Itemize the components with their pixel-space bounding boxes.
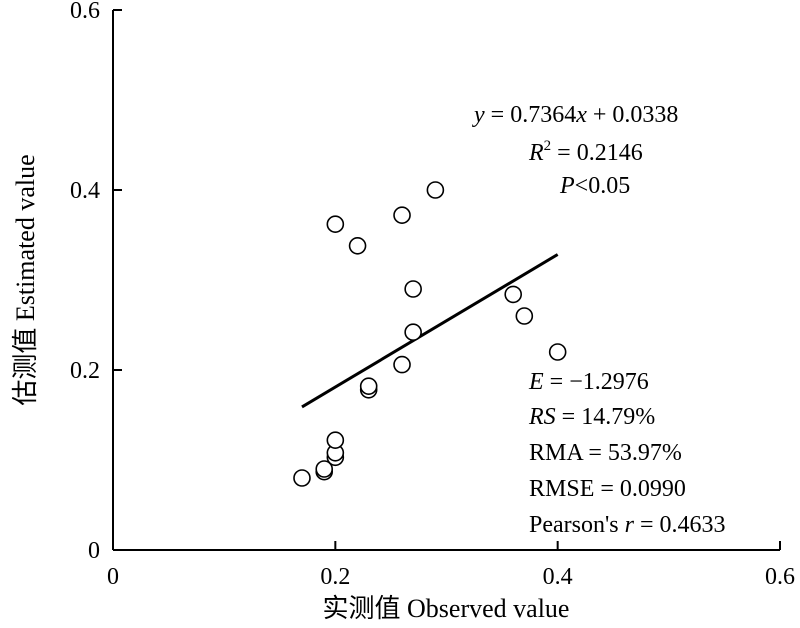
p-value-text: P<0.05 — [559, 173, 630, 199]
x-tick-label: 0.2 — [320, 564, 350, 590]
y-tick-label: 0 — [88, 538, 100, 564]
regression-annotation: y = 0.7364x + 0.0338 R2 = 0.2146 P<0.05 — [472, 102, 678, 199]
y-axis-label: 估测值 Estimated value — [11, 154, 40, 405]
data-point — [326, 431, 345, 450]
data-point — [515, 307, 534, 325]
data-point — [293, 469, 311, 487]
e-stat-text: E = −1.2976 — [528, 369, 649, 395]
data-point — [348, 237, 367, 255]
y-tick-label: 0.2 — [70, 358, 100, 384]
data-point — [426, 181, 445, 199]
x-tick-label: 0 — [107, 564, 119, 590]
x-tick-label: 0.4 — [543, 564, 573, 590]
x-axis-label: 实测值 Observed value — [323, 594, 570, 623]
data-points — [293, 181, 567, 487]
data-point — [326, 215, 345, 233]
data-point — [404, 280, 422, 298]
x-tick-label: 0.6 — [765, 564, 795, 590]
data-point — [393, 206, 411, 224]
data-point — [404, 323, 422, 342]
y-tick-label: 0.6 — [70, 0, 100, 24]
r-squared-text: R2 = 0.2146 — [528, 138, 643, 166]
rma-stat-text: RMA = 53.97% — [529, 440, 682, 466]
data-point — [393, 355, 411, 374]
axis-ticks: 0 0.2 0.4 0.6 0 0.2 0.4 0.6 — [70, 0, 795, 590]
data-point — [315, 460, 334, 478]
equation-text: y = 0.7364x + 0.0338 — [472, 102, 678, 128]
fit-line — [301, 253, 559, 409]
rmse-stat-text: RMSE = 0.0990 — [529, 476, 686, 502]
pearson-stat-text: Pearson's r = 0.4633 — [529, 512, 726, 538]
rs-stat-text: RS = 14.79% — [528, 404, 655, 430]
data-point — [504, 285, 523, 304]
data-point — [548, 343, 567, 361]
data-point — [359, 377, 378, 396]
y-tick-label: 0.4 — [70, 178, 100, 204]
statistics-annotation: E = −1.2976 RS = 14.79% RMA = 53.97% RMS… — [528, 369, 726, 538]
